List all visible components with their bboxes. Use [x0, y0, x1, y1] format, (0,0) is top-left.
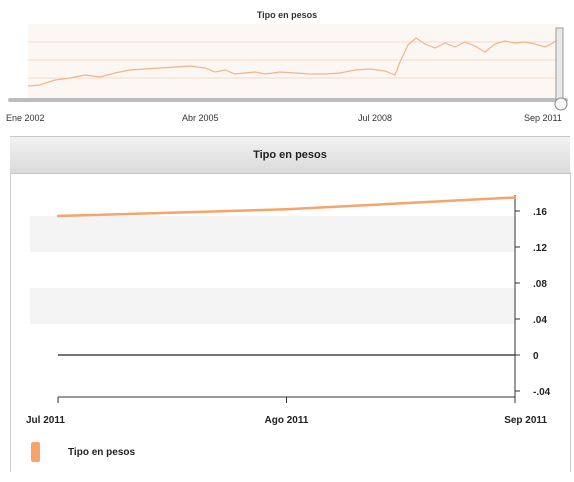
detail-frame: [10, 172, 571, 472]
overview-line: [27, 37, 559, 87]
y-tick-label: .12: [533, 243, 547, 254]
legend-label[interactable]: Tipo en pesos: [68, 447, 136, 458]
y-tick-label: -.04: [533, 387, 551, 398]
y-tick-label: 0: [533, 351, 539, 362]
overview-title: Tipo en pesos: [256, 10, 318, 20]
overview-axis-label: Ene 2002: [6, 113, 45, 123]
plot-band: [30, 216, 515, 252]
overview-axis-label: Abr 2005: [182, 113, 219, 123]
x-tick-label: Ago 2011: [265, 415, 309, 426]
overview-drag-knob[interactable]: [554, 97, 568, 111]
series-line: [57, 196, 516, 218]
data-point: [56, 214, 60, 218]
overview-axis-label: Jul 2008: [358, 113, 393, 123]
overview-plot-area: [28, 24, 560, 100]
data-point: [513, 196, 517, 199]
x-tick-label: Jul 2011: [26, 415, 65, 426]
data-point: [285, 208, 288, 211]
plot-band: [30, 288, 515, 324]
y-tick-label: .04: [533, 315, 547, 326]
y-tick-label: .08: [533, 279, 547, 290]
legend-swatch[interactable]: [31, 442, 40, 462]
detail-header: Tipo en pesos: [10, 136, 570, 174]
overview-chart[interactable]: [0, 0, 574, 132]
overview-axis-label: Sep 2011: [524, 113, 562, 123]
y-tick-label: .16: [533, 207, 547, 218]
x-tick-label: Sep 2011: [504, 415, 547, 426]
